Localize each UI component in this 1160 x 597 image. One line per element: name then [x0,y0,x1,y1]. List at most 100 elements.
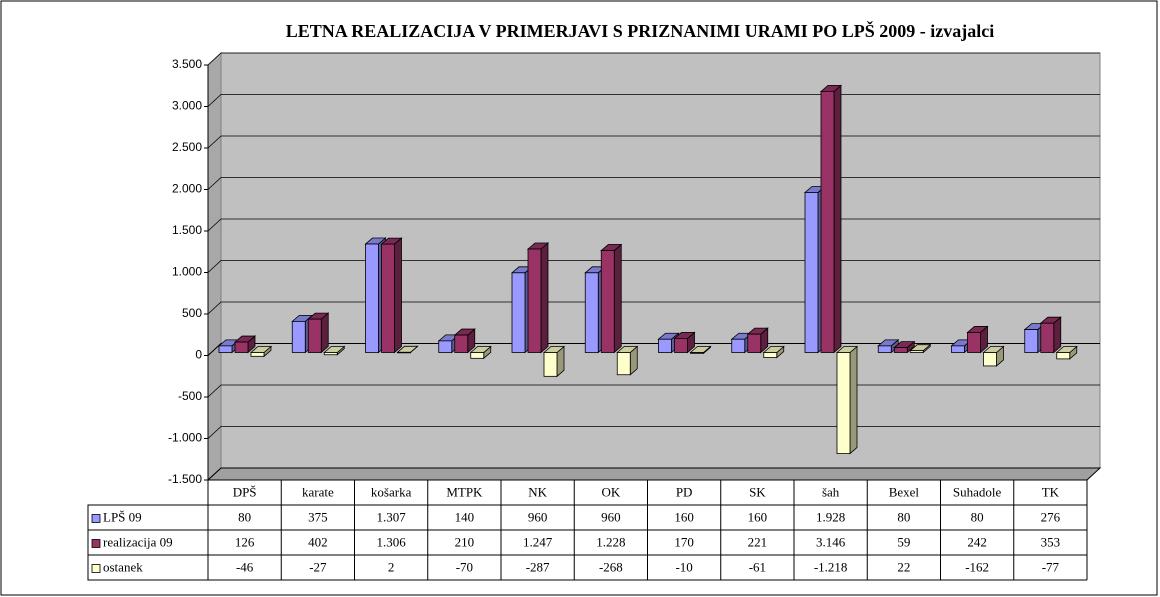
bar [967,332,981,353]
grid-line [207,177,1100,190]
y-tick-label: 500 [182,306,202,320]
x-tick-label: PD [676,484,693,499]
bar [674,337,688,353]
bar [893,347,908,353]
bar-side [320,312,329,354]
grid-line [207,426,1100,439]
bar [690,352,704,354]
bar [291,320,306,353]
grid-line [207,52,1100,66]
table-value: 210 [455,534,475,549]
bar-side [849,345,858,455]
bar-side [540,242,549,354]
grid-line [207,94,1100,107]
table-value: -70 [456,559,473,574]
bar [804,192,819,353]
table-value: 276 [1041,509,1061,524]
grid-line [207,135,1100,149]
bar [658,338,672,353]
x-tick-label: šah [822,484,840,499]
table-value: 22 [897,559,910,574]
table-value: 1.307 [377,509,407,524]
table-value: 59 [897,534,910,549]
bar [763,352,778,358]
grid-line [207,384,1100,398]
legend-swatch [91,564,101,573]
chart-title: LETNA REALIZACIJA V PRIMERJAVI S PRIZNAN… [286,20,995,41]
x-tick-label: OK [601,484,620,499]
y-tick-label: 0 [195,348,202,362]
bar [438,340,453,353]
bar-side [833,84,842,354]
y-tick-label: 2.000 [172,182,202,196]
bar [397,351,411,354]
table-value: -61 [749,559,766,574]
table-value: 1.247 [523,534,553,549]
table-value: 1.306 [377,534,407,549]
table-value: 960 [601,509,621,524]
bar [909,350,924,353]
table-value: 2 [388,559,395,574]
bar [527,248,542,353]
bar [836,352,851,454]
bar [454,334,469,353]
bar-side [394,237,402,354]
table-value: 80 [238,509,251,524]
bar [470,352,485,359]
bar [307,318,322,353]
table-value: 126 [235,534,255,549]
x-tick-label: DPŠ [233,484,257,499]
table-value: 160 [674,509,694,524]
table-value: 80 [971,509,984,524]
x-tick-label: SK [749,484,766,499]
legend-swatch [91,539,101,548]
table-value: -268 [599,559,623,574]
bar [820,90,835,353]
y-tick-label: 3.500 [172,57,202,71]
y-tick-label: 1.500 [172,223,202,237]
bar [381,243,395,353]
bar [218,345,233,353]
table-value: 160 [748,509,768,524]
table-value: 3.146 [816,534,846,549]
bar [1040,322,1055,353]
table-value: -10 [675,559,692,574]
bar-side [613,243,622,354]
legend-label: LPŠ 09 [103,509,142,524]
bar [511,272,526,353]
legend-swatch [91,514,101,523]
x-tick-label: TK [1042,484,1060,499]
table-value: 1.928 [816,509,845,524]
bar [877,345,892,353]
x-tick-label: Suhadole [953,484,1002,499]
table-value: -46 [236,559,254,574]
x-tick-label: karate [302,484,334,499]
table-value: 353 [1041,534,1061,549]
table-value: -162 [965,559,989,574]
bar [250,352,265,357]
bar [234,341,249,353]
x-tick-label: NK [528,484,547,499]
legend-label: realizacija 09 [103,534,173,549]
table-value: 140 [455,509,475,524]
grid-line [207,467,1100,481]
floor [206,467,1102,481]
table-value: 242 [967,534,987,549]
bar [365,243,379,353]
x-tick-label: Bexel [889,484,920,499]
bar [731,338,746,353]
bar [1024,329,1039,353]
bar [584,272,599,353]
table-value: 80 [897,509,910,524]
y-tick-label: 2.500 [172,140,202,154]
bar [951,345,965,353]
bar [600,250,615,353]
x-tick-label: MTPK [446,484,483,499]
table-value: 402 [308,534,328,549]
table-value: -77 [1042,559,1060,574]
table-value: 170 [674,534,694,549]
y-tick-label: 3.000 [172,99,202,113]
legend-label: ostanek [103,559,143,574]
table-value: 221 [748,534,768,549]
bar [543,352,558,377]
